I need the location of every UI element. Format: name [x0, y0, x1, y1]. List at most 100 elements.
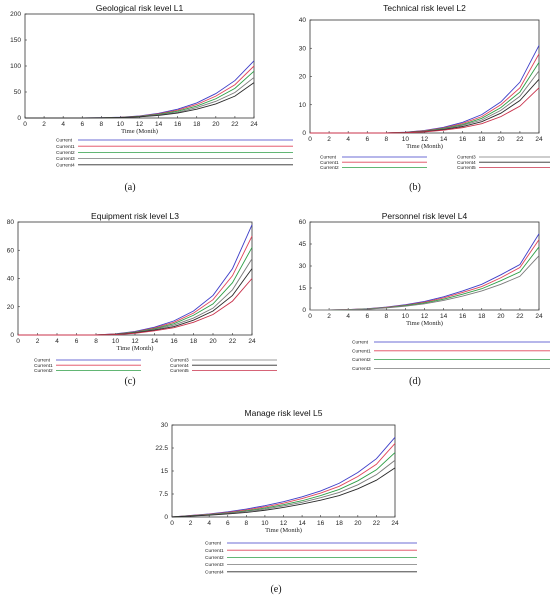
chart-title: Geological risk level L1	[96, 3, 184, 13]
series-line-current1	[25, 65, 255, 119]
y-tick-label: 10	[299, 102, 307, 109]
chart-title: Technical risk level L2	[383, 3, 466, 13]
legend-label: Current1	[34, 363, 53, 369]
series-line-current3	[171, 459, 396, 518]
legend-label: Current	[205, 541, 222, 547]
series-line-current5	[18, 278, 253, 336]
x-tick-label: 20	[212, 121, 220, 128]
x-tick-label: 0	[23, 121, 27, 128]
series-line-current1	[310, 239, 540, 311]
series-line-current3	[310, 255, 540, 311]
y-tick-label: 40	[299, 17, 307, 24]
x-tick-label: 22	[516, 313, 524, 320]
panel-caption: (b)	[409, 182, 421, 193]
x-tick-label: 24	[535, 313, 543, 320]
x-tick-label: 16	[459, 313, 467, 320]
x-axis-label: Time (Month)	[406, 143, 443, 150]
legend-label: Current4	[457, 160, 476, 166]
y-tick-label: 100	[10, 63, 21, 70]
legend-label: Current3	[352, 366, 371, 372]
legend-label: Current4	[170, 363, 189, 369]
series-line-current	[310, 45, 540, 134]
x-tick-label: 14	[155, 121, 163, 128]
series-line-current2	[25, 70, 255, 119]
x-tick-label: 4	[346, 136, 350, 143]
panel-caption: (c)	[124, 376, 135, 387]
y-tick-label: 40	[7, 276, 15, 283]
y-tick-label: 200	[10, 11, 21, 18]
x-tick-label: 22	[516, 136, 524, 143]
x-tick-label: 8	[94, 338, 98, 345]
y-tick-label: 45	[299, 241, 307, 248]
y-tick-label: 30	[299, 45, 307, 52]
x-tick-label: 16	[459, 136, 467, 143]
x-tick-label: 24	[248, 338, 256, 345]
x-tick-label: 10	[402, 313, 410, 320]
x-tick-label: 16	[170, 338, 178, 345]
x-tick-label: 16	[317, 520, 325, 527]
x-tick-label: 12	[421, 313, 429, 320]
x-tick-label: 24	[250, 121, 258, 128]
legend-label: Current2	[56, 150, 75, 156]
x-tick-label: 22	[229, 338, 237, 345]
legend-label: Current	[320, 155, 337, 161]
x-tick-label: 4	[55, 338, 59, 345]
x-tick-label: 14	[298, 520, 306, 527]
series-line-current1	[18, 235, 253, 336]
x-tick-label: 22	[373, 520, 381, 527]
x-tick-label: 2	[189, 520, 193, 527]
x-tick-label: 6	[75, 338, 79, 345]
x-tick-label: 0	[308, 136, 312, 143]
legend-label: Current4	[205, 569, 224, 575]
x-axis-label: Time (Month)	[265, 527, 302, 534]
y-tick-label: 60	[7, 247, 15, 254]
legend-label: Current1	[320, 160, 339, 166]
x-tick-label: 10	[261, 520, 269, 527]
x-tick-label: 8	[385, 136, 389, 143]
y-tick-label: 22.5	[155, 445, 168, 452]
x-tick-label: 6	[80, 121, 84, 128]
legend-label: Current3	[56, 156, 75, 162]
y-tick-label: 15	[299, 285, 307, 292]
series-line-current3	[25, 77, 255, 119]
y-tick-label: 0	[164, 514, 168, 521]
y-tick-label: 60	[299, 219, 307, 226]
legend-label: Current2	[205, 555, 224, 561]
legend-label: Current3	[170, 358, 189, 364]
legend-label: Current3	[457, 155, 476, 161]
x-tick-label: 10	[402, 136, 410, 143]
x-axis-label: Time (Month)	[117, 345, 154, 352]
x-axis-label: Time (Month)	[406, 320, 443, 327]
x-tick-label: 10	[112, 338, 120, 345]
x-tick-label: 0	[170, 520, 174, 527]
y-tick-label: 30	[299, 263, 307, 270]
legend-label: Current2	[34, 368, 53, 374]
chart-title: Personnel risk level L4	[382, 211, 468, 221]
x-tick-label: 0	[308, 313, 312, 320]
x-tick-label: 14	[440, 136, 448, 143]
x-tick-label: 22	[231, 121, 239, 128]
x-tick-label: 20	[497, 136, 505, 143]
y-tick-label: 150	[10, 37, 21, 44]
plot-frame	[309, 19, 540, 134]
x-tick-label: 12	[280, 520, 288, 527]
x-tick-label: 4	[346, 313, 350, 320]
legend-label: Current	[56, 138, 73, 144]
series-line-current4	[18, 268, 253, 336]
legend-label: Current1	[205, 548, 224, 554]
panel-caption: (d)	[409, 376, 421, 387]
x-tick-label: 14	[151, 338, 159, 345]
y-tick-label: 0	[10, 332, 14, 339]
series-line-current4	[171, 467, 396, 518]
x-tick-label: 4	[207, 520, 211, 527]
series-line-current4	[310, 79, 540, 134]
series-line-current2	[18, 247, 253, 336]
legend-label: Current5	[170, 368, 189, 374]
panel-caption: (a)	[124, 182, 135, 193]
x-tick-label: 20	[209, 338, 217, 345]
x-tick-label: 24	[391, 520, 399, 527]
